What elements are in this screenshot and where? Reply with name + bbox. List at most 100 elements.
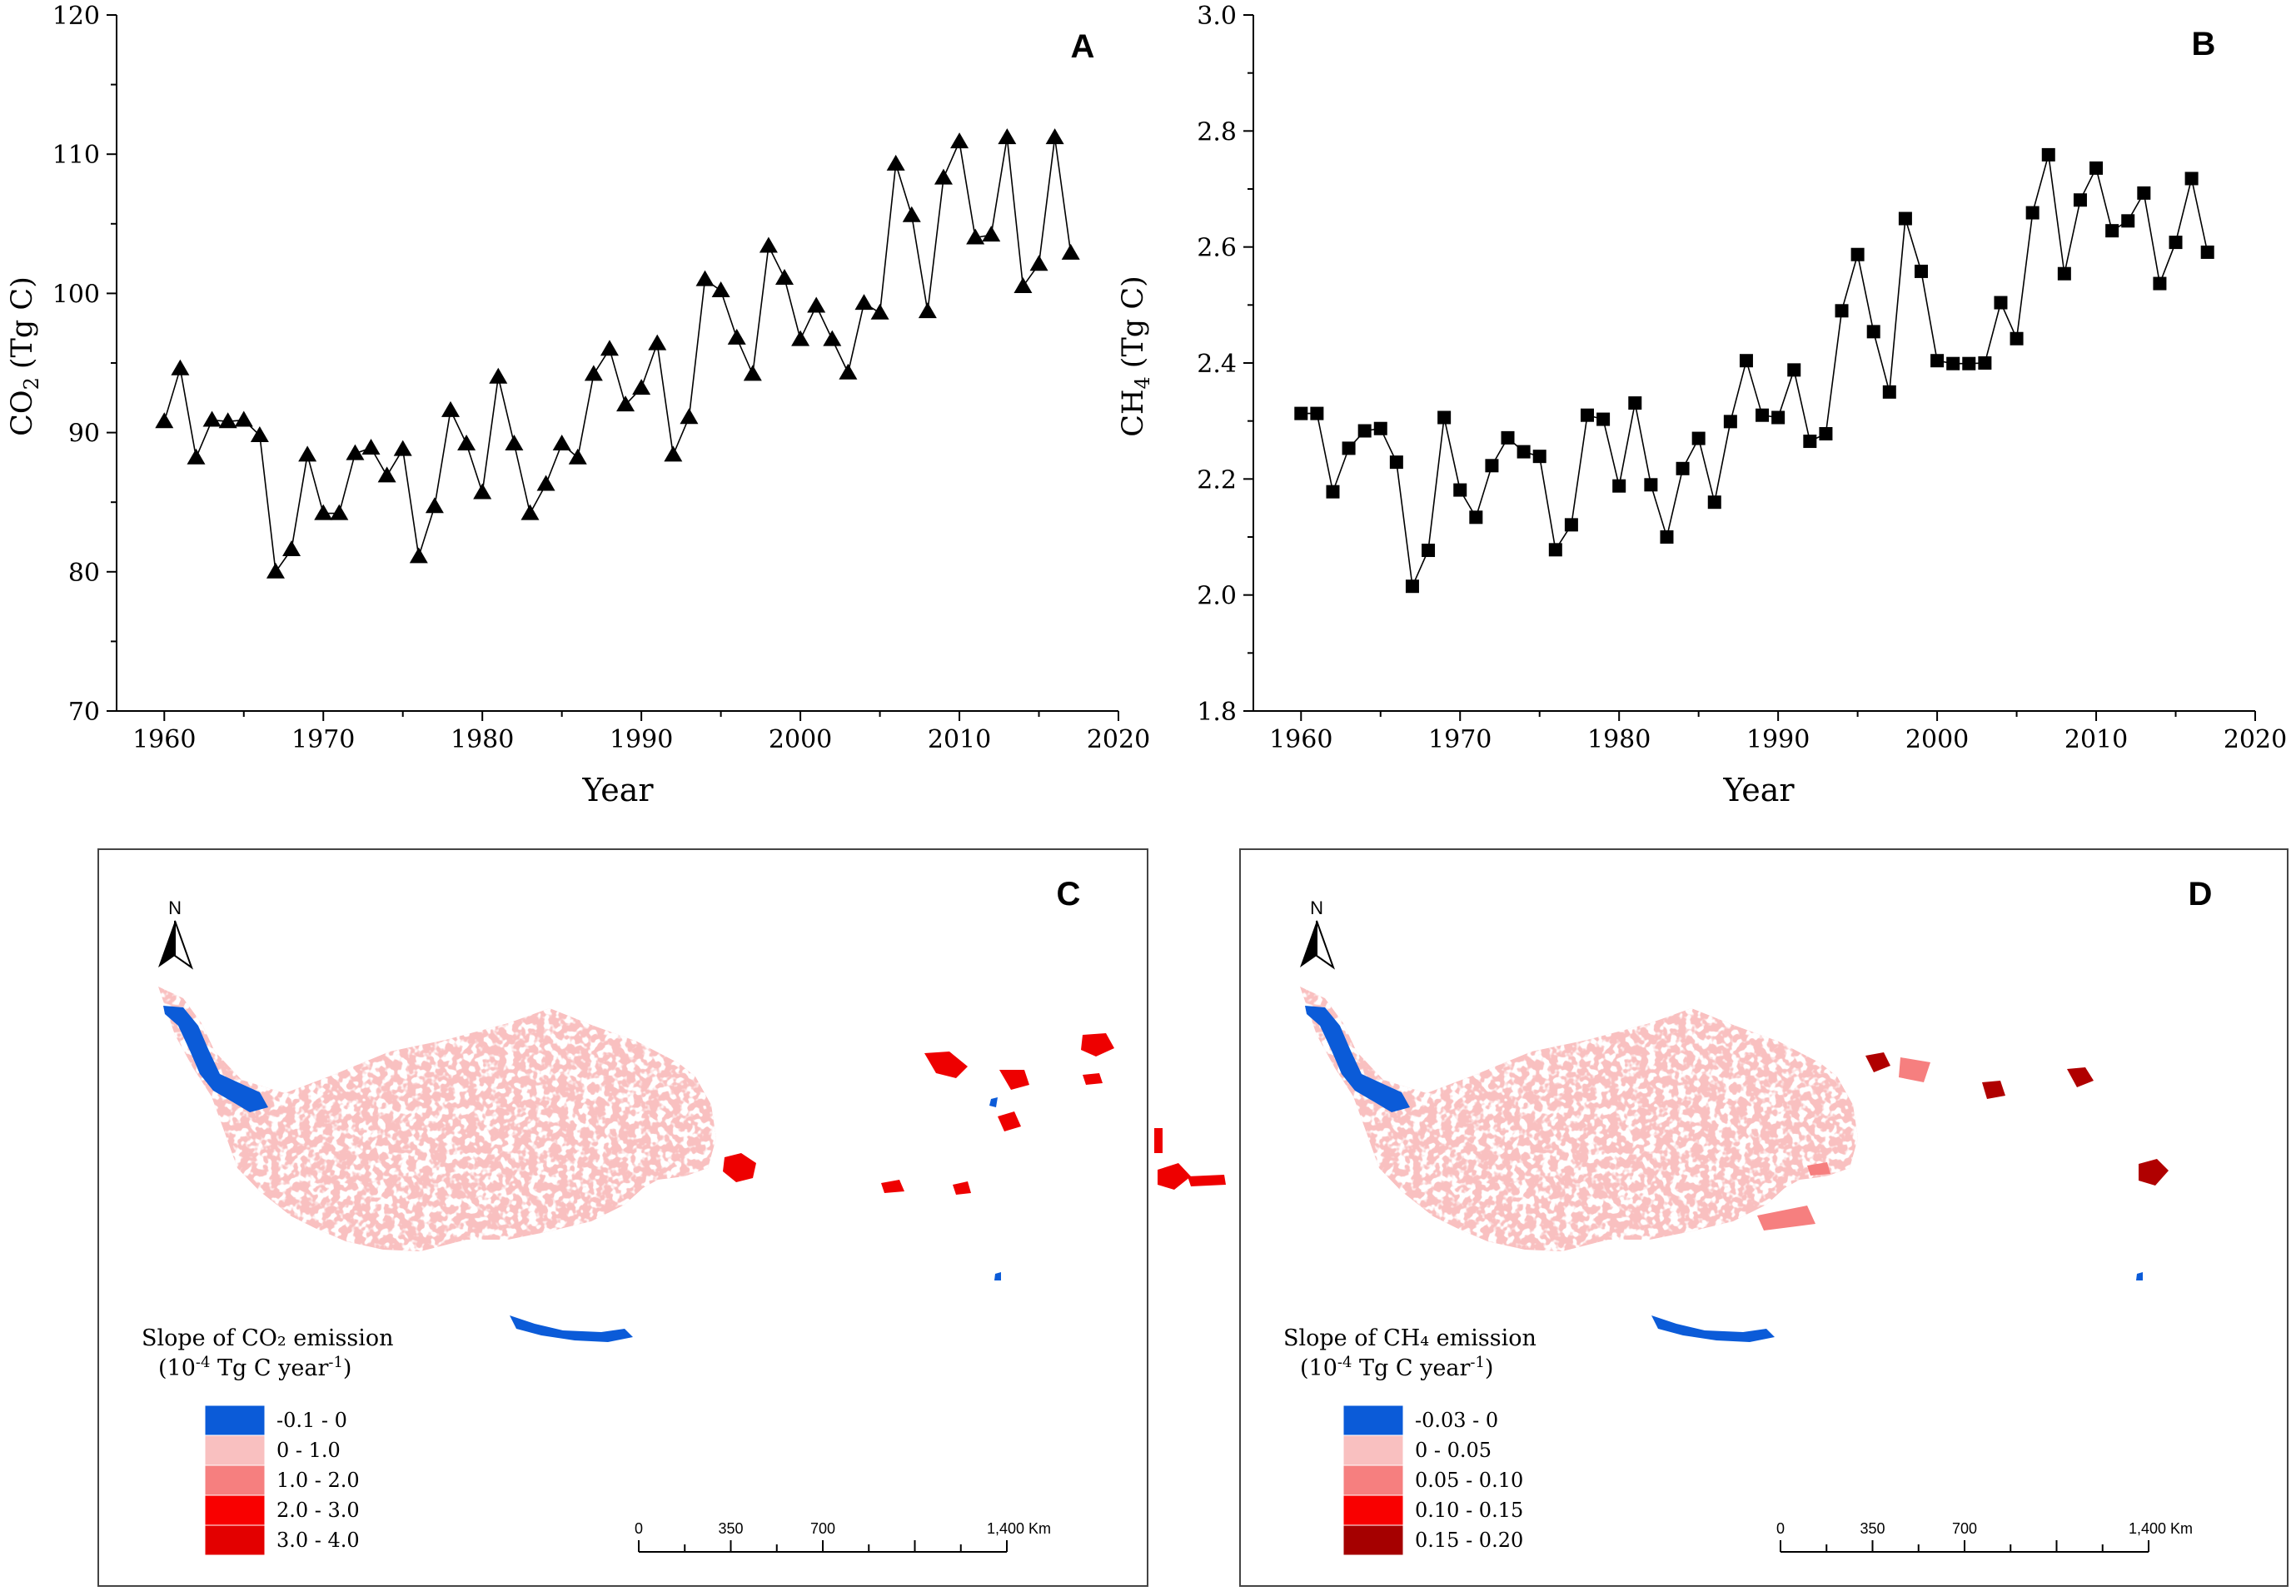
panel-b-axes: 1.8 2.0 2.2 2.4 2.6 2.8 3.0 1960 1970 1980 1990 200… — [1197, 2, 2287, 754]
data-point — [870, 303, 889, 320]
data-point — [711, 281, 730, 298]
y-tick-label: 110 — [52, 141, 100, 170]
data-point — [2057, 266, 2071, 281]
data-point — [1819, 426, 1833, 440]
data-point — [1357, 424, 1372, 438]
data-point — [584, 365, 603, 381]
data-point — [520, 504, 540, 520]
data-point — [695, 270, 715, 286]
data-point — [632, 379, 651, 395]
data-point — [536, 475, 555, 491]
data-point — [1581, 408, 1594, 422]
data-point — [218, 412, 237, 429]
y-axis-label-unit: (Tg C) — [6, 276, 39, 369]
data-point — [1628, 396, 1642, 410]
data-point — [346, 444, 365, 460]
panel-a-y-axis-label: CO2 (Tg C) — [6, 276, 43, 436]
data-point — [2025, 206, 2040, 220]
x-tick-label: 1990 — [610, 725, 673, 754]
data-point — [1739, 354, 1753, 368]
y-tick-label: 2.8 — [1197, 117, 1237, 147]
data-point — [1994, 296, 2008, 310]
x-tick-label: 2010 — [928, 725, 991, 754]
data-point — [886, 154, 905, 171]
data-point — [393, 440, 412, 456]
panel-label-d: D — [2189, 876, 2213, 912]
scale-label: 0 — [635, 1520, 643, 1537]
x-tick-label: 1970 — [291, 725, 355, 754]
y-axis-label-subscript: 4 — [1131, 376, 1154, 389]
data-point — [250, 425, 269, 442]
data-point — [361, 438, 381, 455]
data-point — [1326, 485, 1340, 499]
data-point — [1029, 255, 1048, 271]
data-point — [1389, 455, 1403, 470]
x-tick-label: 1970 — [1428, 725, 1492, 754]
data-point — [1294, 406, 1308, 420]
data-point — [1644, 478, 1658, 492]
data-point — [966, 228, 985, 245]
data-point — [1803, 435, 1817, 449]
data-point — [680, 408, 699, 425]
data-point — [2041, 147, 2055, 162]
data-point — [2105, 224, 2119, 238]
y-tick-label: 80 — [68, 559, 100, 588]
data-point — [1501, 430, 1515, 445]
panel-b-ch4-chart: B 1.8 2.0 2.2 2.4 2.6 2.8 3.0 1960 1970 1980 1990 2… — [1117, 2, 2287, 808]
data-point — [727, 328, 746, 345]
data-point — [409, 547, 428, 564]
y-axis-label-unit: (Tg C) — [1117, 276, 1150, 368]
legend-swatch — [204, 1434, 266, 1466]
panel-b-y-axis-label: CH4 (Tg C) — [1117, 276, 1154, 437]
panel-b-x-axis-label: Year — [1722, 772, 1795, 808]
data-point — [1342, 441, 1356, 455]
scale-bar-d: 0 350 700 1,400 Km — [1776, 1520, 2193, 1553]
data-point — [1660, 530, 1674, 544]
data-point — [1564, 518, 1578, 532]
data-point — [234, 410, 253, 427]
legend-label: -0.03 - 0 — [1415, 1409, 1498, 1432]
north-arrow: N — [158, 897, 193, 970]
data-point — [1045, 128, 1064, 145]
data-point — [791, 330, 810, 346]
legend-label: 2.0 - 3.0 — [276, 1499, 360, 1522]
panel-a-co2-chart: A 70 80 90 100 110 120 1960 1970 1980 1990 2000 201… — [6, 2, 1150, 808]
data-point — [552, 434, 571, 450]
x-tick-label: 2000 — [769, 725, 832, 754]
series-line — [1301, 154, 2209, 589]
data-point — [807, 296, 826, 313]
panel-a-axes: 70 80 90 100 110 120 1960 1970 1980 1990 2000 2010 2… — [52, 2, 1150, 754]
data-point — [202, 410, 222, 427]
data-point — [330, 504, 349, 520]
y-axis-label-main: CO — [6, 390, 39, 435]
y-tick-label: 1.8 — [1197, 698, 1237, 727]
legend-label: 3.0 - 4.0 — [276, 1529, 360, 1552]
legend-items-c: -0.1 - 0 0 - 1.0 1.0 - 2.0 2.0 - 3.0 3.0 - 4… — [204, 1405, 360, 1556]
data-point — [266, 562, 285, 579]
data-point — [1707, 495, 1721, 510]
data-point — [505, 434, 524, 450]
panel-label-c: C — [1057, 876, 1081, 912]
x-tick-label: 1960 — [132, 725, 196, 754]
data-point — [1437, 410, 1452, 425]
scale-label: 700 — [810, 1520, 835, 1537]
legend-label: 0.15 - 0.20 — [1415, 1529, 1523, 1552]
legend-unit: (10-4 Tg C year-1) — [1300, 1354, 1493, 1381]
data-point — [1612, 479, 1626, 493]
x-tick-label: 2000 — [1905, 725, 1969, 754]
data-point — [1930, 354, 1945, 368]
scale-label: 350 — [1860, 1520, 1885, 1537]
legend-d: Slope of CH₄ emission (10-4 Tg C year-1)… — [1283, 1325, 1536, 1556]
y-axis-label-main: CH — [1117, 389, 1150, 436]
data-point — [902, 206, 921, 222]
data-point — [1946, 356, 1960, 370]
y-tick-label: 3.0 — [1197, 2, 1237, 31]
data-point — [1850, 247, 1865, 261]
legend-c: Slope of CO₂ emission (10-4 Tg C year-1)… — [142, 1325, 393, 1556]
data-point — [473, 483, 492, 500]
data-point — [425, 497, 444, 514]
data-point — [918, 302, 937, 319]
north-arrow: N — [1300, 897, 1335, 970]
panel-a-series — [155, 128, 1080, 579]
panel-c-co2-map: C N — [97, 848, 1226, 1587]
